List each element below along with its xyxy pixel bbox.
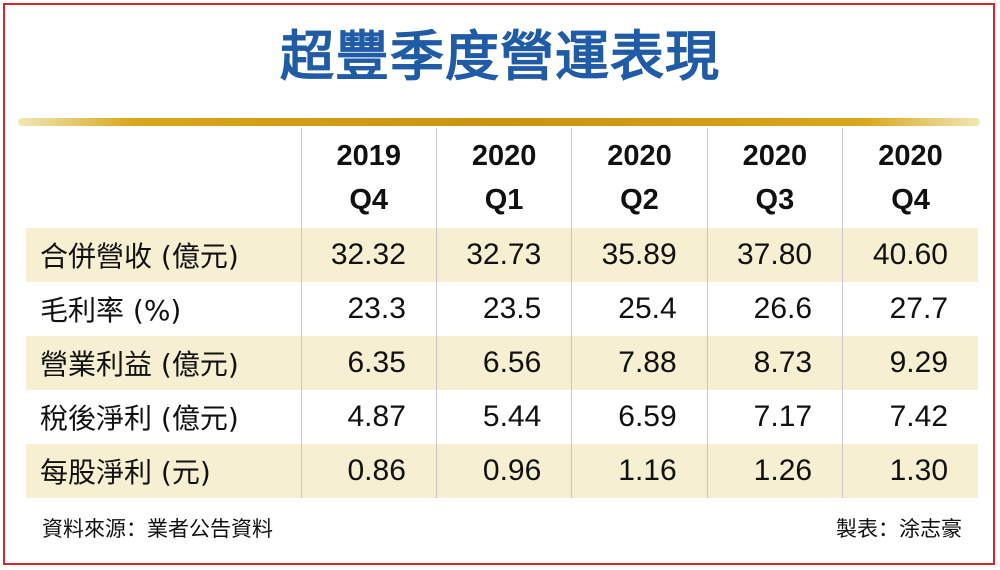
table-cell: 25.4	[571, 282, 708, 336]
row-label: 稅後淨利 (億元)	[40, 402, 239, 435]
table-header-row: 2019 Q4 2020 Q1 2020 Q2 2020 Q3 2020 Q4	[26, 128, 978, 228]
column-quarter: Q4	[891, 184, 930, 216]
column-header: 2020 Q2	[571, 128, 708, 228]
quarterly-performance-table: 2019 Q4 2020 Q1 2020 Q2 2020 Q3 2020 Q4 合併營收 …	[26, 128, 978, 498]
table-cell: 1.16	[571, 444, 708, 498]
page-title: 超豐季度營運表現	[280, 25, 720, 88]
table-cell: 35.89	[571, 228, 708, 282]
table-row-gross-margin: 毛利率 (%) 23.3 23.5 25.4 26.6 27.7	[26, 282, 978, 336]
table-row-operating-income: 營業利益 (億元) 6.35 6.56 7.88 8.73 9.29	[26, 336, 978, 390]
table-cell: 1.26	[706, 444, 843, 498]
table-cell: 37.80	[706, 228, 843, 282]
title-divider	[18, 118, 980, 126]
column-header: 2019 Q4	[300, 128, 437, 228]
table-cell: 8.73	[706, 336, 843, 390]
table-cell: 0.86	[300, 444, 437, 498]
column-quarter: Q4	[349, 184, 389, 216]
table-cell: 6.56	[435, 336, 572, 390]
table-cell: 4.87	[300, 390, 437, 444]
row-label: 每股淨利 (元)	[26, 444, 301, 498]
column-quarter: Q1	[484, 184, 524, 216]
column-year: 2020	[471, 140, 537, 172]
table-row-eps: 每股淨利 (元) 0.86 0.96 1.16 1.26 1.30	[26, 444, 978, 498]
table-row-revenue: 合併營收 (億元) 32.32 32.73 35.89 37.80 40.60	[26, 228, 978, 282]
table-cell: 7.17	[706, 390, 843, 444]
column-year: 2020	[607, 140, 672, 172]
table-cell: 27.7	[842, 282, 978, 336]
table-cell: 6.59	[571, 390, 708, 444]
row-label: 營業利益 (億元)	[26, 336, 301, 390]
column-header: 2020 Q3	[706, 128, 843, 228]
table-cell: 26.6	[706, 282, 843, 336]
column-header: 2020 Q1	[435, 128, 572, 228]
table-cell: 5.44	[435, 390, 572, 444]
table-cell: 32.73	[435, 228, 572, 282]
table-cell: 6.35	[300, 336, 437, 390]
table-credit: 製表：涂志豪	[836, 517, 962, 541]
table-cell: 1.30	[842, 444, 978, 498]
column-quarter: Q3	[755, 184, 795, 216]
row-label: 合併營收 (億元)	[26, 228, 301, 282]
table-cell: 23.5	[435, 282, 572, 336]
table-cell: 23.3	[300, 282, 437, 336]
column-header: 2020 Q4	[842, 128, 978, 228]
table-cell: 9.29	[842, 336, 978, 390]
table-cell: 7.42	[842, 390, 978, 444]
row-label: 毛利率 (%)	[40, 294, 182, 327]
column-quarter: Q2	[620, 184, 659, 216]
table-cell: 40.60	[842, 228, 978, 282]
data-source-note: 資料來源：業者公告資料	[42, 517, 273, 541]
table-row-net-income: 稅後淨利 (億元) 4.87 5.44 6.59 7.17 7.42	[26, 390, 978, 444]
table-cell: 7.88	[571, 336, 708, 390]
column-year: 2019	[336, 140, 401, 172]
table-cell: 0.96	[435, 444, 572, 498]
table-cell: 32.32	[300, 228, 437, 282]
column-year: 2020	[878, 140, 943, 172]
column-year: 2020	[742, 140, 808, 172]
header-corner	[26, 128, 301, 228]
